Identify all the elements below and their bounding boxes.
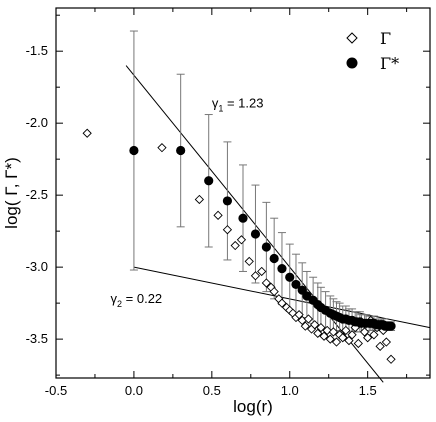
data-point-gamma-star bbox=[291, 279, 301, 290]
data-point-gamma bbox=[353, 338, 363, 349]
y-tick-label: -1.5 bbox=[26, 43, 48, 58]
data-point-gamma bbox=[344, 335, 354, 346]
data-point-gamma bbox=[386, 354, 396, 364]
tick-labels: -0.5 0.0 0.5 1.0 1.5 -1.5 -2.0 -2.5 -3.0 -3.5 bbox=[26, 43, 377, 398]
data-point-gamma-star bbox=[277, 263, 287, 274]
x-tick-label: -0.5 bbox=[45, 383, 67, 398]
data-point-gamma bbox=[363, 333, 373, 343]
data-point-gamma-star bbox=[238, 213, 248, 223]
data-point-gamma bbox=[261, 278, 272, 288]
y-tick-label: -2.5 bbox=[26, 187, 48, 202]
series-gamma bbox=[82, 128, 396, 364]
data-point-gamma bbox=[381, 337, 392, 347]
data-point-gamma-star bbox=[176, 145, 186, 156]
x-tick-label: 1.5 bbox=[359, 383, 377, 398]
legend-marker-gamma-star bbox=[346, 57, 358, 69]
data-point-gamma bbox=[157, 143, 167, 153]
data-point-gamma bbox=[328, 327, 339, 337]
plot-frame bbox=[55, 7, 431, 379]
data-point-gamma-star bbox=[285, 272, 295, 282]
legend: Γ Γ* bbox=[346, 29, 399, 73]
data-point-gamma-star bbox=[250, 229, 261, 239]
data-point-gamma bbox=[277, 298, 287, 308]
x-axis-title: log(r) bbox=[233, 397, 273, 416]
data-point-gamma bbox=[250, 271, 261, 281]
y-tick-label: -2.0 bbox=[26, 115, 48, 130]
data-point-gamma-star bbox=[129, 145, 139, 156]
y-axis-title: log( Γ, Γ*) bbox=[2, 157, 21, 229]
data-point-gamma-star bbox=[204, 176, 214, 186]
data-point-gamma-star bbox=[261, 242, 271, 252]
data-point-gamma-star bbox=[222, 196, 233, 206]
annotations: γ1 = 1.23 γ2 = 0.22 bbox=[111, 95, 264, 309]
data-point-gamma bbox=[313, 328, 323, 339]
data-point-gamma bbox=[230, 240, 240, 251]
data-point-gamma bbox=[303, 314, 314, 324]
x-tick-label: 0.0 bbox=[125, 383, 143, 398]
data-point-gamma bbox=[347, 330, 357, 340]
data-point-gamma bbox=[213, 210, 223, 220]
data-point-gamma bbox=[322, 325, 332, 336]
fit-lines bbox=[125, 65, 431, 383]
data-point-gamma bbox=[82, 128, 92, 138]
fit-line-1 bbox=[125, 65, 384, 383]
data-point-gamma bbox=[325, 334, 335, 344]
gamma-2-annotation: γ2 = 0.22 bbox=[111, 291, 163, 309]
legend-label-gamma-star: Γ* bbox=[380, 54, 399, 73]
data-point-gamma bbox=[331, 337, 342, 347]
data-point-gamma bbox=[375, 341, 385, 351]
data-point-gamma bbox=[222, 225, 233, 235]
x-tick-label: 0.5 bbox=[203, 383, 221, 398]
y-tick-label: -3.0 bbox=[26, 259, 48, 274]
data-point-gamma-star bbox=[269, 253, 279, 264]
data-point-gamma bbox=[359, 327, 370, 337]
gamma-1-annotation: γ1 = 1.23 bbox=[212, 95, 264, 113]
data-point-gamma bbox=[310, 320, 320, 330]
data-point-gamma bbox=[257, 266, 267, 277]
data-point-gamma bbox=[338, 333, 348, 343]
data-point-gamma-star bbox=[386, 321, 396, 331]
data-point-gamma bbox=[316, 322, 326, 333]
ticks bbox=[55, 8, 430, 378]
x-tick-label: 1.0 bbox=[281, 383, 299, 398]
y-tick-label: -3.5 bbox=[26, 331, 48, 346]
data-point-gamma bbox=[269, 286, 279, 297]
legend-label-gamma: Γ bbox=[380, 29, 391, 48]
data-point-gamma bbox=[369, 330, 379, 340]
data-point-gamma bbox=[294, 310, 304, 320]
data-point-gamma bbox=[244, 256, 254, 267]
legend-marker-gamma bbox=[346, 32, 358, 44]
error-bars bbox=[129, 30, 396, 333]
data-point-gamma bbox=[319, 331, 329, 341]
data-point-gamma bbox=[236, 235, 247, 245]
data-point-gamma bbox=[341, 325, 351, 336]
data-point-gamma bbox=[194, 194, 205, 205]
series-gamma-star bbox=[129, 145, 396, 331]
data-point-gamma bbox=[300, 321, 310, 331]
